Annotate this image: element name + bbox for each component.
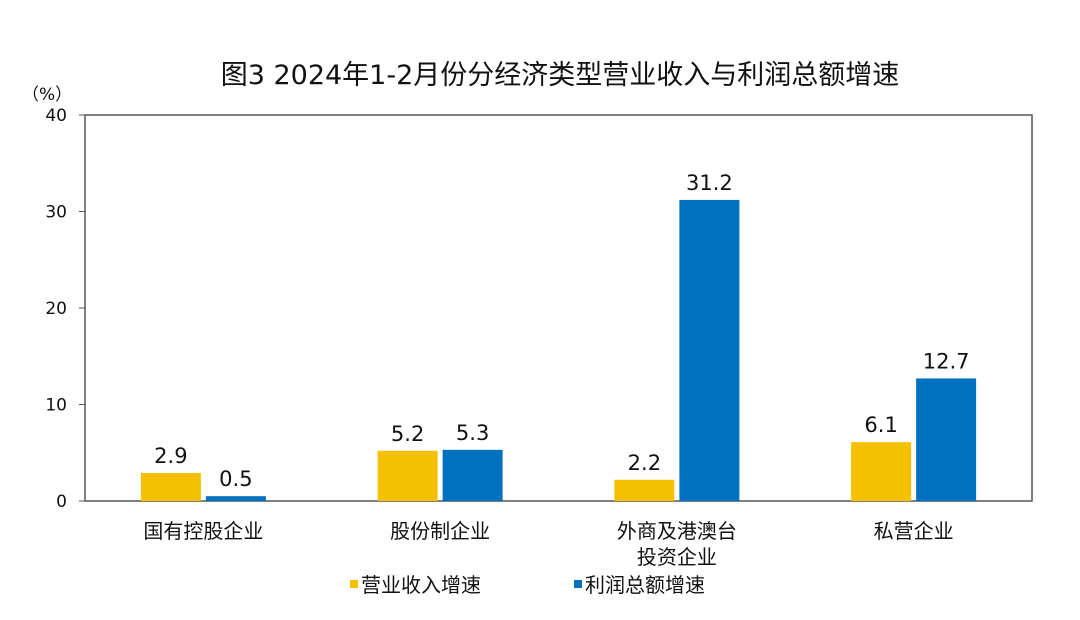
y-tick-label: 20 [45,299,67,319]
data-label: 0.5 [219,467,252,491]
y-tick-label: 30 [45,203,67,223]
bar-profit [679,199,740,502]
data-label: 2.9 [154,444,187,468]
legend-label: 营业收入增速 [361,573,481,597]
x-tick-label: 外商及港澳台 [617,519,737,543]
bar-revenue [140,473,201,501]
y-axis-unit: （%） [22,85,72,105]
x-tick-label: 投资企业 [637,545,717,569]
bar-revenue [377,450,438,501]
y-tick-label: 0 [56,492,67,512]
bar-revenue [851,442,912,501]
data-label: 6.1 [864,413,897,437]
chart-title: 图3 2024年1-2月份分经济类型营业收入与利润总额增速 [221,60,900,91]
x-tick-label: 股份制企业 [390,519,490,543]
bar-revenue [614,479,675,501]
data-label: 12.7 [923,349,970,373]
x-tick-label: 国有控股企业 [143,519,263,543]
legend-label: 利润总额增速 [585,573,705,597]
data-label: 5.3 [456,421,489,445]
data-label: 31.2 [686,171,733,195]
bar-profit [916,378,977,501]
y-tick-label: 10 [45,396,67,416]
data-label: 2.2 [628,451,661,475]
data-label: 5.2 [391,422,424,446]
bar-profit [442,449,503,501]
legend-swatch [350,580,358,588]
bar-profit [205,496,266,501]
x-tick-label: 私营企业 [874,519,954,543]
y-tick-label: 40 [45,106,67,126]
legend-swatch [574,580,582,588]
